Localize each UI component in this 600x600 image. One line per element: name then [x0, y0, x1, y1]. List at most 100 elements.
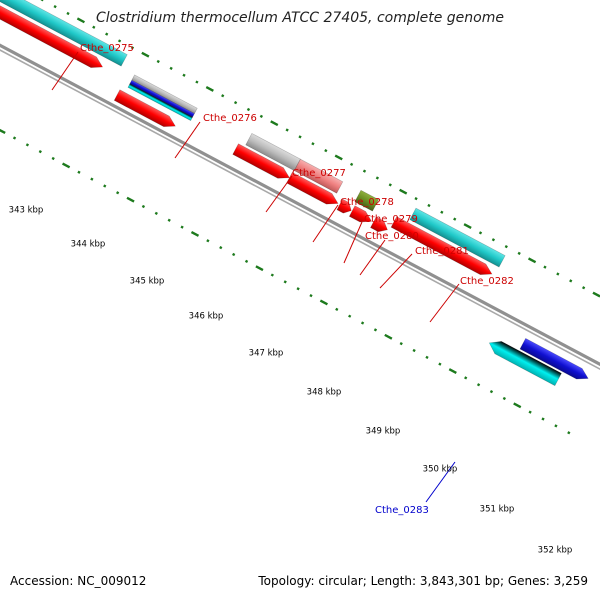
outer-tick [517, 251, 521, 256]
outer-tick [298, 135, 302, 139]
outer-tick [399, 188, 408, 195]
outer-tick [311, 142, 315, 146]
inner-tick [528, 410, 532, 414]
label-leader-line [265, 175, 293, 213]
cthe-0276-cds [113, 89, 176, 127]
backbone-line-0 [0, 43, 600, 367]
cthe-0278-cds [286, 171, 339, 205]
topology-label: Topology: circular; Length: 3,843,301 bp… [258, 574, 588, 588]
inner-tick [513, 402, 522, 409]
cthe-0276-feature-cyan [127, 83, 193, 122]
cthe-0282-cds [390, 216, 493, 275]
inner-tick [141, 204, 146, 209]
inner-tick [464, 376, 468, 380]
outer-tick [169, 66, 173, 70]
inner-tick [190, 230, 200, 237]
outer-tick [427, 203, 431, 208]
cthe-0279-feature [354, 189, 379, 212]
kbp-label: 352 kbp [538, 546, 573, 556]
outer-tick [592, 291, 600, 298]
outer-tick [221, 94, 225, 98]
outer-tick [141, 51, 150, 58]
outer-tick [334, 154, 343, 161]
gene-label-cthe-0283: Cthe_0283 [375, 505, 429, 516]
cthe-0283-feature [488, 341, 562, 387]
inner-tick [554, 424, 558, 428]
inner-tick [116, 191, 120, 195]
inner-tick [90, 177, 94, 181]
kbp-label: 351 kbp [480, 505, 515, 515]
kbp-label: 343 kbp [9, 206, 44, 216]
cthe-0280-cds [348, 205, 373, 223]
gene-label-cthe-0279: Cthe_0279 [364, 214, 418, 225]
inner-tick [167, 218, 171, 222]
outer-tick [246, 107, 251, 112]
inner-tick [425, 355, 429, 359]
outer-tick [463, 223, 472, 229]
inner-tick [360, 321, 365, 325]
outer-tick [205, 85, 214, 92]
inner-tick [309, 294, 313, 298]
inner-tick [373, 328, 378, 332]
inner-tick [180, 225, 184, 229]
outer-tick [388, 183, 392, 187]
cthe-0277-feature [245, 132, 301, 172]
inner-tick [12, 136, 17, 140]
kbp-label: 348 kbp [307, 388, 342, 398]
outer-tick [76, 17, 85, 24]
gene-label-cthe-0280: Cthe_0280 [365, 231, 419, 242]
outer-tick [270, 120, 279, 127]
outer-tick [324, 148, 328, 153]
outer-tick [569, 279, 573, 283]
gene-label-cthe-0281: Cthe_0281 [415, 246, 469, 257]
inner-tick [61, 162, 71, 169]
gene-label-cthe-0277: Cthe_0277 [292, 168, 346, 179]
inner-tick [489, 389, 494, 394]
outer-tick [375, 176, 380, 180]
cthe-0277-cds [232, 143, 290, 179]
inner-tick [103, 184, 107, 188]
outer-tick [362, 169, 367, 173]
outer-tick [117, 39, 122, 43]
gene-features [0, 0, 589, 387]
kbp-label: 346 kbp [189, 312, 224, 322]
outer-tick [453, 217, 457, 221]
inner-tick [154, 211, 158, 215]
outer-tick [259, 114, 263, 118]
inner-tick [476, 383, 481, 387]
inner-tick [502, 396, 506, 401]
inner-tick [335, 307, 339, 311]
outer-tick [182, 73, 186, 77]
gene-label-cthe-0278: Cthe_0278 [340, 197, 394, 208]
outer-tick [543, 265, 547, 269]
kbp-label: 345 kbp [130, 277, 165, 287]
outer-tick [156, 59, 160, 64]
kbp-label: 344 kbp [71, 240, 106, 250]
label-leader-line [312, 204, 339, 243]
inner-tick [244, 259, 249, 263]
inner-tick [25, 143, 30, 147]
outer-tick [556, 272, 560, 276]
cthe-0275-cds [0, 0, 104, 68]
inner-tick [384, 333, 393, 340]
outer-tick [92, 25, 96, 29]
tick-marks [0, 0, 600, 435]
cthe-0276-feature-blue [129, 79, 195, 118]
cthe-0278-feature [293, 158, 344, 194]
inner-tick [438, 362, 442, 366]
label-leader-line [429, 283, 460, 323]
outer-tick [130, 46, 135, 50]
cthe-0283-feature-blue [519, 338, 589, 380]
inner-tick [567, 431, 571, 435]
cthe-0275-feature [0, 0, 128, 67]
gene-label-cthe-0282: Cthe_0282 [460, 276, 514, 287]
outer-tick [349, 162, 354, 166]
inner-tick [38, 150, 42, 154]
inner-tick [206, 239, 210, 243]
inner-tick [541, 417, 545, 421]
backbone-ring [0, 43, 600, 371]
inner-tick [232, 252, 236, 257]
inner-tick [255, 265, 264, 272]
